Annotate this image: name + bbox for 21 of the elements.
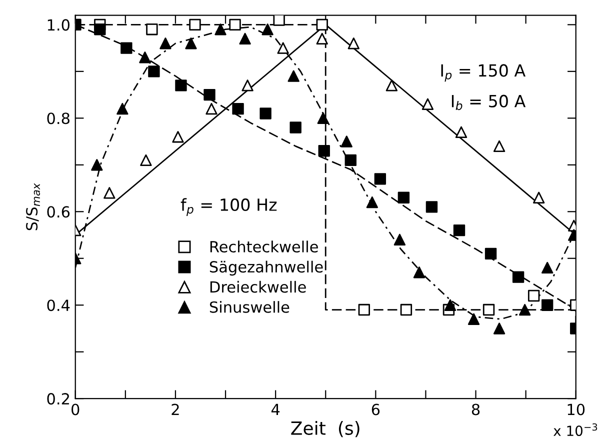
annotation: I$_{b}$ = 50 A [452, 94, 526, 110]
legend-label: Sinuswelle [210, 301, 290, 313]
x-tick-label: 8 [472, 404, 480, 416]
annotation: f$_{p}$ = 100 Hz [180, 198, 277, 216]
x-tick-label: 6 [372, 404, 380, 416]
x-tick-label: 4 [271, 404, 280, 416]
x-tick-label: 0 [72, 404, 80, 416]
x-tick-label: 2 [172, 404, 179, 416]
x-axis-title: Zeit (s) [291, 421, 360, 438]
y-tick-label: 0.2 [47, 393, 69, 405]
legend-label: Sägezahnwelle [210, 260, 323, 276]
y-tick-label: 0.8 [47, 112, 70, 124]
y-tick-label: 0.6 [47, 206, 70, 218]
x-tick-label: 10 [568, 404, 585, 416]
annotation: I$_{p}$ = 150 A [441, 64, 526, 82]
legend-label: Dreieckwelle [210, 280, 306, 293]
legend-label: Rechteckwelle [210, 240, 318, 252]
y-tick-label: 0.4 [47, 300, 70, 312]
text: x 10$^{−3}$ [554, 423, 598, 436]
y-axis-title: S/S$_{max}$ [26, 183, 40, 230]
y-tick-label: 1.0 [48, 19, 70, 31]
